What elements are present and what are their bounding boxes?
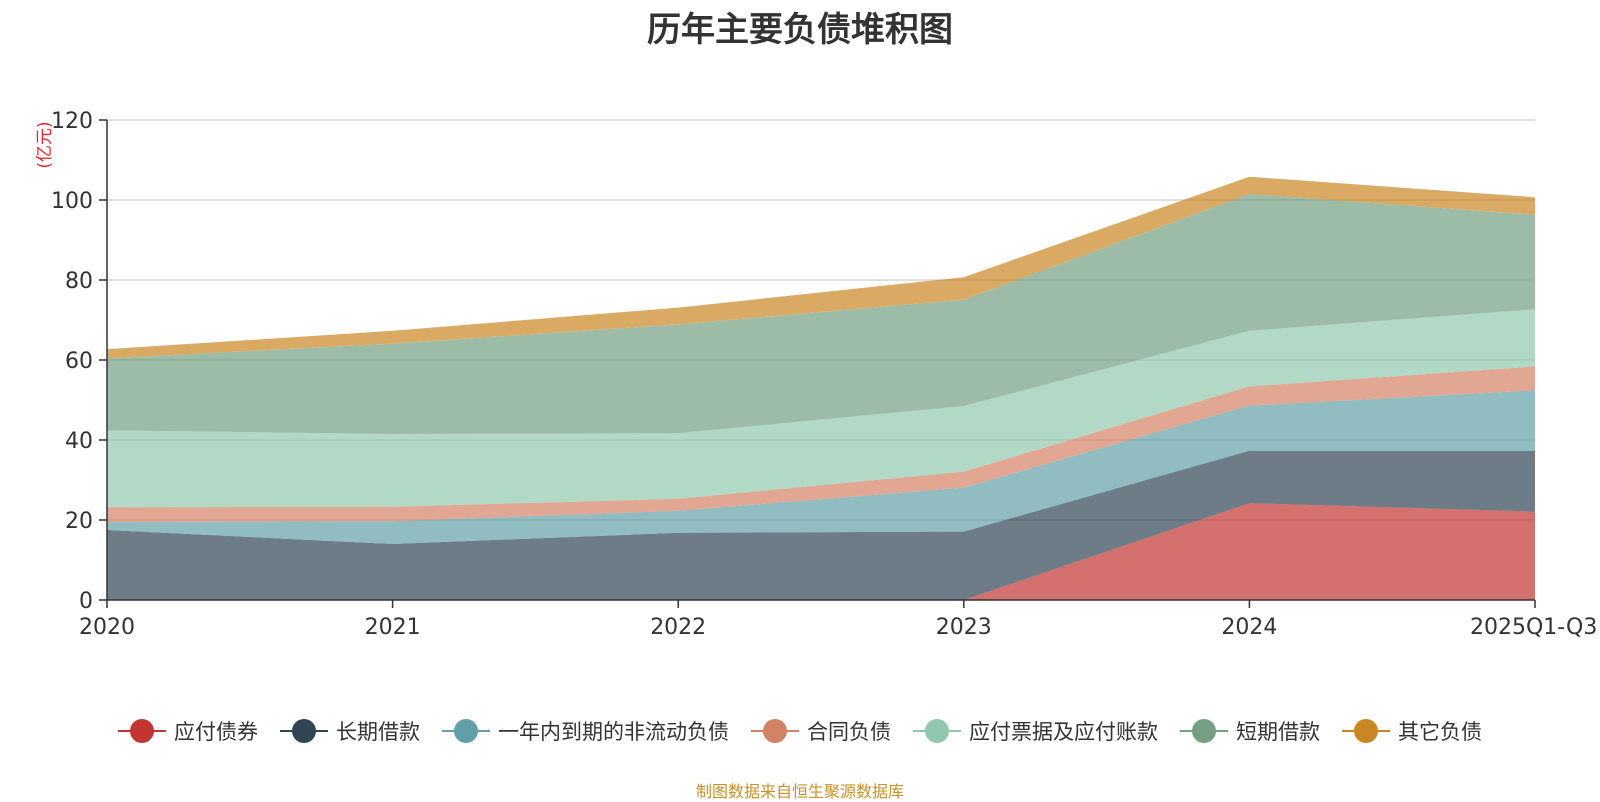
y-tick-labels: 0 20 40 60 80 100 120 — [51, 109, 93, 614]
area-series-6 — [107, 176, 1535, 359]
legend-label: 其它负债 — [1398, 720, 1482, 744]
x-tick-label: 2022 — [650, 615, 706, 640]
legend-label: 长期借款 — [336, 720, 420, 744]
legend-label: 合同负债 — [807, 720, 891, 744]
y-tick-label: 100 — [51, 189, 93, 214]
legend-item-3[interactable]: 合同负债 — [751, 716, 891, 746]
x-tick-label: 2023 — [936, 615, 992, 640]
y-axis-label: (亿元) — [35, 121, 55, 168]
area-series-4 — [107, 309, 1535, 508]
area-series-3 — [107, 366, 1535, 522]
legend-label: 应付债券 — [174, 720, 258, 744]
legend-label: 一年内到期的非流动负债 — [498, 720, 729, 744]
legend-label: 应付票据及应付账款 — [969, 720, 1158, 744]
legend-marker-icon — [1342, 719, 1390, 743]
legend-marker-icon — [751, 719, 799, 743]
y-tick-label: 80 — [65, 269, 93, 294]
axes — [99, 119, 1536, 608]
x-tick-label: 2020 — [79, 615, 135, 640]
y-tick-label: 60 — [65, 349, 93, 374]
legend: 应付债券 长期借款 一年内到期的非流动负债 合同负债 应付票据及应付账款 短期借款 其它负债 — [0, 716, 1600, 746]
legend-item-2[interactable]: 一年内到期的非流动负债 — [442, 716, 729, 746]
x-tick-label: 2025Q1-Q3 — [1470, 615, 1597, 640]
legend-marker-icon — [913, 719, 961, 743]
legend-item-4[interactable]: 应付票据及应付账款 — [913, 716, 1158, 746]
source-note: 制图数据来自恒生聚源数据库 — [695, 782, 904, 801]
area-series-1 — [107, 450, 1535, 600]
y-tick-label: 40 — [65, 429, 93, 454]
y-tick-label: 120 — [51, 109, 93, 134]
legend-marker-icon — [118, 719, 166, 743]
x-tick-labels: 2020 2021 2022 2023 2024 2025Q1-Q3 — [79, 615, 1597, 640]
area-series-0 — [107, 503, 1535, 600]
legend-item-1[interactable]: 长期借款 — [280, 716, 420, 746]
legend-marker-icon — [1180, 719, 1228, 743]
legend-label: 短期借款 — [1236, 720, 1320, 744]
area-series — [107, 176, 1535, 600]
legend-item-0[interactable]: 应付债券 — [118, 716, 258, 746]
area-series-2 — [107, 390, 1535, 544]
x-tick-label: 2024 — [1221, 615, 1277, 640]
legend-item-6[interactable]: 其它负债 — [1342, 716, 1482, 746]
y-tick-label: 0 — [79, 589, 93, 614]
legend-item-5[interactable]: 短期借款 — [1180, 716, 1320, 746]
legend-marker-icon — [442, 719, 490, 743]
chart-title: 历年主要负债堆积图 — [647, 10, 953, 50]
y-tick-label: 20 — [65, 509, 93, 534]
area-series-5 — [107, 194, 1535, 434]
legend-marker-icon — [280, 719, 328, 743]
x-tick-label: 2021 — [365, 615, 421, 640]
